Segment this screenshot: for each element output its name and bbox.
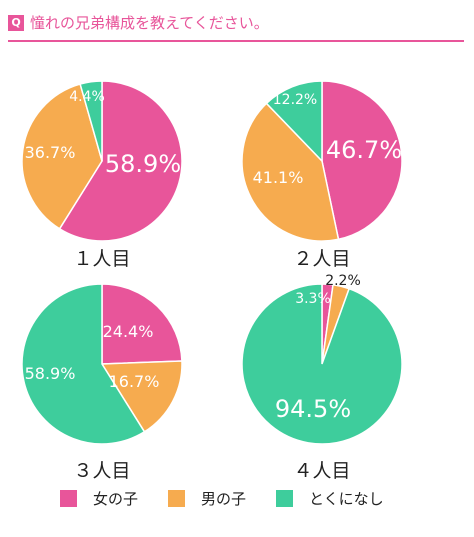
pie-slice-chart2-1 bbox=[321, 80, 403, 241]
legend-swatch-girl bbox=[60, 489, 77, 507]
legend-label-boy: 男の子 bbox=[201, 489, 247, 508]
pie-slice-chart2-3 bbox=[265, 80, 323, 163]
legend-label-girl: 女の子 bbox=[93, 489, 139, 508]
pie-slice-chart1-3 bbox=[79, 80, 103, 162]
legend-item-boy: 男の子 bbox=[168, 488, 246, 509]
question-title: 憧れの兄弟構成を教えてください。 bbox=[30, 14, 269, 32]
slice-label-chart3-3: 58.9% bbox=[25, 364, 76, 383]
slice-label-chart2-2: 41.1% bbox=[253, 168, 304, 187]
legend-item-none: とくになし bbox=[276, 488, 384, 509]
slice-label-chart2-1: 46.7% bbox=[326, 136, 402, 164]
pie-slice-chart2-2 bbox=[241, 102, 340, 242]
chart-label-3: ３人目 bbox=[73, 460, 131, 482]
legend-item-girl: 女の子 bbox=[60, 488, 138, 509]
slice-label-chart4-1: 2.2% bbox=[325, 273, 361, 289]
pie-slice-chart3-3 bbox=[21, 283, 146, 445]
chart-label-1: １人目 bbox=[73, 248, 131, 270]
pie-slice-chart3-1 bbox=[101, 283, 183, 365]
pie-slice-chart1-2 bbox=[21, 83, 103, 230]
chart-label-4: ４人目 bbox=[293, 460, 351, 482]
pie-slice-chart3-2 bbox=[100, 360, 183, 433]
slice-label-chart4-3: 94.5% bbox=[275, 395, 351, 423]
pie-slice-chart1-1 bbox=[58, 80, 183, 242]
slice-label-chart3-2: 16.7% bbox=[109, 372, 160, 391]
legend: 女の子 男の子 とくになし bbox=[60, 486, 414, 510]
legend-swatch-boy bbox=[168, 489, 186, 507]
slice-label-chart1-1: 58.9% bbox=[105, 150, 181, 178]
legend-label-none: とくになし bbox=[309, 489, 384, 508]
legend-swatch-none bbox=[276, 489, 294, 507]
slice-label-chart3-1: 24.4% bbox=[103, 322, 154, 341]
slice-label-chart4-2: 3.3% bbox=[295, 291, 331, 307]
slice-label-chart1-3: 4.4% bbox=[69, 89, 105, 105]
question-header: Q 憧れの兄弟構成を教えてください。 bbox=[8, 8, 464, 42]
chart-label-2: ２人目 bbox=[293, 248, 351, 270]
pie-slice-chart4-3 bbox=[241, 283, 403, 445]
question-badge: Q bbox=[8, 15, 24, 31]
header-divider bbox=[8, 40, 464, 42]
slice-label-chart1-2: 36.7% bbox=[25, 143, 76, 162]
slice-label-chart2-3: 12.2% bbox=[273, 92, 317, 108]
